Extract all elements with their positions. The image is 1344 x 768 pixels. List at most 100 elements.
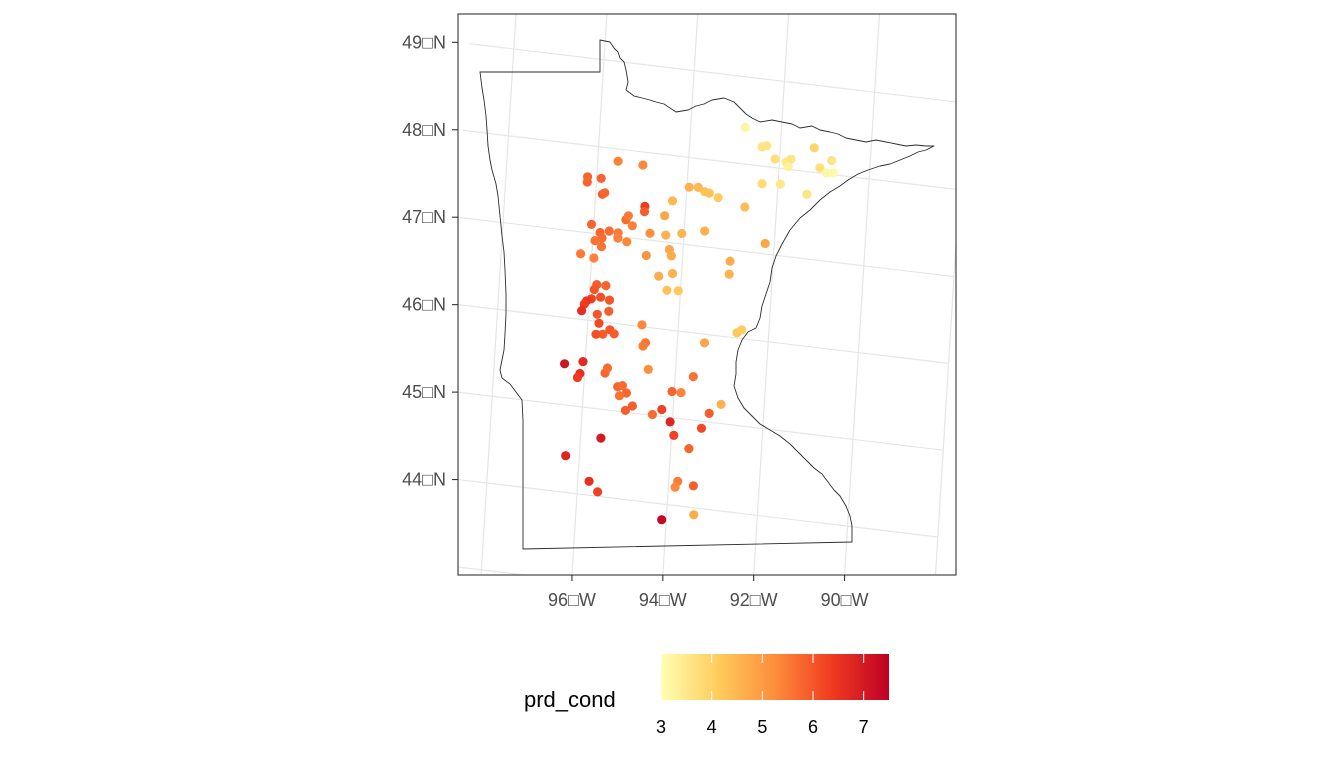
data-point [597,233,607,243]
grid-line-lon [934,234,956,575]
data-point [582,177,592,187]
x-axis: 96□W 94□W 92□W 90□W [548,575,869,610]
y-tick-label: 47□N [402,207,446,227]
data-point [627,221,637,231]
data-point [604,306,614,316]
data-point [699,338,710,348]
data-point [821,168,832,178]
data-point [725,256,735,266]
grid-line-lon [843,14,881,575]
color-legend: prd_cond 3 4 5 6 7 [524,654,889,737]
y-tick-label: 45□N [402,382,446,402]
panel-border [457,13,957,576]
legend-tick-label: 4 [707,717,717,737]
grid-line-lon [753,14,790,575]
data-point [815,163,825,173]
data-point [609,329,619,339]
data-point [621,388,632,398]
data-point [684,444,694,454]
data-point [828,168,838,178]
x-tick-label: 90□W [821,590,869,610]
data-point [637,320,647,330]
legend-tick-label: 7 [859,717,869,737]
data-point [638,341,648,351]
data-point [689,510,699,520]
legend-tick-label: 3 [656,717,666,737]
grid-line-lon [480,14,517,575]
data-point [592,309,602,319]
data-point [641,250,651,261]
data-point [657,515,667,525]
data-point [584,476,594,486]
data-point [602,363,613,373]
y-tick-label: 49□N [402,32,446,52]
grid-line-lat [458,478,938,538]
data-point [684,182,694,192]
data-point [623,211,634,221]
data-point [600,188,610,198]
data-point [688,481,699,491]
grid-line-lat [458,304,949,364]
data-point [613,233,623,243]
data-point [737,325,747,335]
legend-tick-label: 5 [757,717,767,737]
data-point [593,487,603,497]
data-point [666,251,676,261]
data-point [561,451,571,461]
data-point [740,202,750,212]
minnesota-outline [479,39,935,550]
data-point [676,388,686,398]
data-point [643,364,653,374]
data-point [596,242,607,252]
data-point [604,295,615,305]
data-point [657,404,667,415]
data-point [620,405,631,415]
data-point [596,433,606,443]
data-point [786,154,796,164]
data-point [669,430,679,440]
y-tick-label: 48□N [402,120,446,140]
data-point [590,236,600,246]
data-point [589,284,599,295]
grid-line-lat [458,216,955,278]
data-point [660,211,670,221]
data-point [688,372,698,382]
data-point [576,249,586,259]
data-point [662,285,672,295]
grid-line-lon [571,14,608,575]
y-tick-label: 44□N [402,470,446,490]
legend-ticks: 3 4 5 6 7 [656,654,869,737]
legend-colorbar [661,654,889,700]
data-point [654,271,664,281]
data-point [704,408,714,418]
data-point [696,423,707,433]
data-point [596,173,606,183]
x-tick-label: 92□W [730,590,778,610]
data-point [724,269,734,279]
data-point [586,219,597,229]
data-point [760,238,770,249]
data-point [596,292,606,302]
data-point [601,281,611,291]
legend-title: prd_cond [524,687,616,712]
data-point [572,372,583,383]
data-point [614,391,625,401]
data-point [667,268,678,279]
data-point [802,189,812,199]
data-point [770,154,780,164]
data-point [667,196,678,206]
data-point [598,329,608,339]
data-point [577,306,587,316]
y-tick-label: 46□N [402,295,446,315]
data-point [693,182,703,192]
y-axis: 44□N 45□N 46□N 47□N 48□N 49□N [402,32,458,490]
legend-tick-label: 6 [808,717,818,737]
data-point [677,228,687,239]
data-point [827,155,837,166]
data-point [704,188,714,198]
data-point [740,122,750,132]
data-point [617,381,628,391]
data-point [613,156,623,166]
data-point [578,357,588,367]
data-point [713,193,723,203]
